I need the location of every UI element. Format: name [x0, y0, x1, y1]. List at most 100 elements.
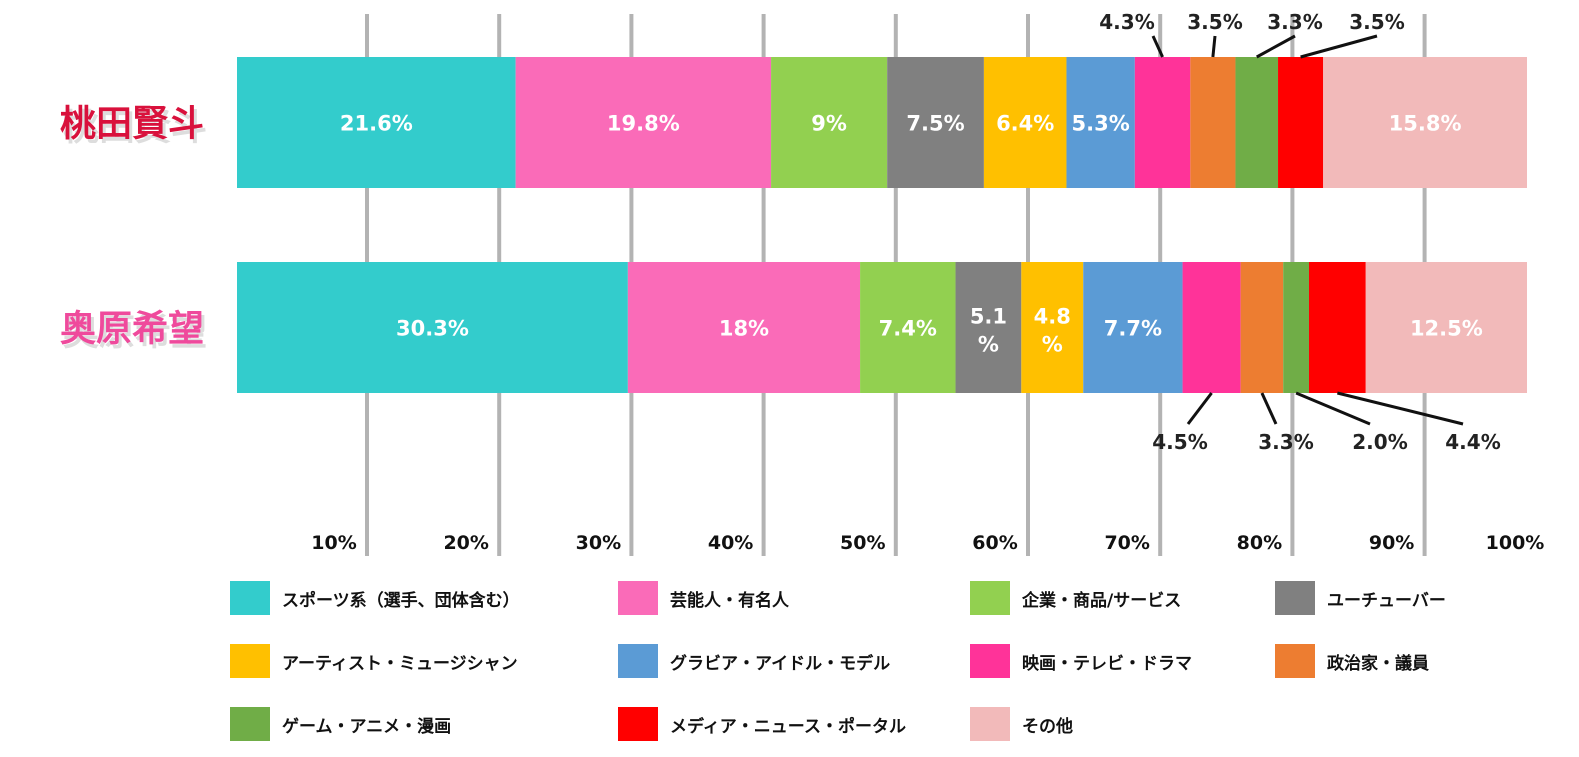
bar-segment	[860, 262, 956, 393]
bar-segment	[983, 57, 1067, 188]
data-label: 7.7%	[1104, 317, 1162, 341]
bar-segment	[1066, 57, 1135, 188]
data-label: 19.8%	[607, 112, 680, 136]
callout-label: 3.3%	[1267, 10, 1322, 34]
legend-swatch	[970, 644, 1010, 678]
bar-segment	[1021, 262, 1084, 393]
legend-swatch	[618, 581, 658, 615]
x-tick-label: 50%	[840, 532, 885, 554]
legend-swatch	[230, 707, 270, 741]
data-label: 6.4%	[996, 112, 1054, 136]
data-label: 4.8%	[1034, 305, 1071, 357]
x-tick-label: 30%	[576, 532, 621, 554]
bar-segment	[515, 57, 772, 188]
bar-segment	[1283, 262, 1309, 393]
callout-label: 2.0%	[1352, 430, 1407, 454]
data-label: 12.5%	[1410, 317, 1483, 341]
callout-label: 3.3%	[1258, 430, 1313, 454]
x-tick-label: 100%	[1486, 532, 1545, 554]
leader-line	[1337, 391, 1464, 426]
leader-line	[1260, 392, 1278, 425]
bar-segment	[887, 57, 984, 188]
legend-label: ユーチューバー	[1327, 590, 1446, 611]
legend-label: その他	[1022, 716, 1073, 737]
category-label: 奥原希望	[60, 309, 204, 350]
legend-swatch	[618, 644, 658, 678]
bar-segment	[1365, 262, 1527, 393]
legend-label: ゲーム・アニメ・漫画	[282, 716, 452, 737]
bar-segment	[237, 57, 516, 188]
bar-segment	[1308, 262, 1366, 393]
category-label-shadow: 桃田賢斗	[63, 108, 207, 149]
x-tick-label: 70%	[1104, 532, 1149, 554]
legend-swatch	[230, 644, 270, 678]
leader-line	[1300, 34, 1378, 59]
leader-line	[1211, 35, 1217, 58]
legend-swatch	[618, 707, 658, 741]
legend-item: その他	[970, 706, 1275, 742]
legend-label: 政治家・議員	[1327, 653, 1429, 674]
legend-label: 芸能人・有名人	[670, 590, 789, 611]
legend-item: ユーチューバー	[1275, 580, 1550, 616]
legend-label: スポーツ系（選手、団体含む）	[282, 590, 520, 611]
x-tick-label: 60%	[972, 532, 1017, 554]
legend-label: 映画・テレビ・ドラマ	[1022, 653, 1192, 674]
legend-item: 映画・テレビ・ドラマ	[970, 643, 1275, 679]
bar-segment	[237, 262, 628, 393]
callout-label: 4.3%	[1099, 10, 1154, 34]
bar-segment	[1278, 57, 1324, 188]
callout-label: 4.5%	[1152, 430, 1207, 454]
legend-item: アーティスト・ミュージシャン	[230, 643, 618, 679]
bar-segment	[955, 262, 1022, 393]
bar-segment	[771, 57, 888, 188]
legend-item: スポーツ系（選手、団体含む）	[230, 580, 618, 616]
legend-item: グラビア・アイドル・モデル	[618, 643, 970, 679]
legend-label: アーティスト・ミュージシャン	[282, 653, 518, 674]
bar-segment	[1182, 262, 1241, 393]
x-tick-label: 10%	[311, 532, 356, 554]
legend-swatch	[970, 581, 1010, 615]
legend-item: 企業・商品/サービス	[970, 580, 1275, 616]
legend-item: 政治家・議員	[1275, 643, 1550, 679]
chart-legend: スポーツ系（選手、団体含む） 芸能人・有名人 企業・商品/サービス ユーチューバーアー…	[230, 580, 1550, 742]
bar-segment	[1240, 262, 1284, 393]
bar-segment	[1323, 57, 1527, 188]
legend-label: グラビア・アイドル・モデル	[670, 653, 891, 674]
data-label: 15.8%	[1389, 112, 1462, 136]
legend-swatch	[1275, 581, 1315, 615]
leader-line	[1256, 34, 1296, 59]
callout-label: 3.5%	[1187, 10, 1242, 34]
data-label: 30.3%	[396, 317, 469, 341]
legend-item: ゲーム・アニメ・漫画	[230, 706, 618, 742]
bar-segment	[1083, 262, 1183, 393]
legend-label: メディア・ニュース・ポータル	[670, 716, 906, 737]
data-label: 18%	[719, 317, 769, 341]
x-tick-label: 90%	[1369, 532, 1414, 554]
callout-label: 3.5%	[1349, 10, 1404, 34]
leader-line	[1186, 392, 1213, 425]
legend-swatch	[970, 707, 1010, 741]
category-label: 桃田賢斗	[60, 104, 204, 145]
data-label: 21.6%	[340, 112, 413, 136]
x-tick-label: 20%	[443, 532, 488, 554]
data-label: 5.1%	[970, 305, 1007, 357]
legend-label: 企業・商品/サービス	[1022, 590, 1182, 611]
bar-segment	[1190, 57, 1236, 188]
bar-segment	[627, 262, 861, 393]
x-tick-label: 80%	[1237, 532, 1282, 554]
data-label: 9%	[811, 112, 847, 136]
category-label-shadow: 奥原希望	[63, 313, 207, 354]
legend-swatch	[1275, 644, 1315, 678]
legend-item: メディア・ニュース・ポータル	[618, 706, 970, 742]
leader-line	[1295, 391, 1371, 426]
bar-segment	[1235, 57, 1279, 188]
data-label: 5.3%	[1072, 112, 1130, 136]
leader-line	[1151, 35, 1164, 58]
data-label: 7.5%	[906, 112, 964, 136]
bar-segment	[1134, 57, 1191, 188]
data-label: 7.4%	[879, 317, 937, 341]
legend-swatch	[230, 581, 270, 615]
x-tick-label: 40%	[708, 532, 753, 554]
legend-item: 芸能人・有名人	[618, 580, 970, 616]
